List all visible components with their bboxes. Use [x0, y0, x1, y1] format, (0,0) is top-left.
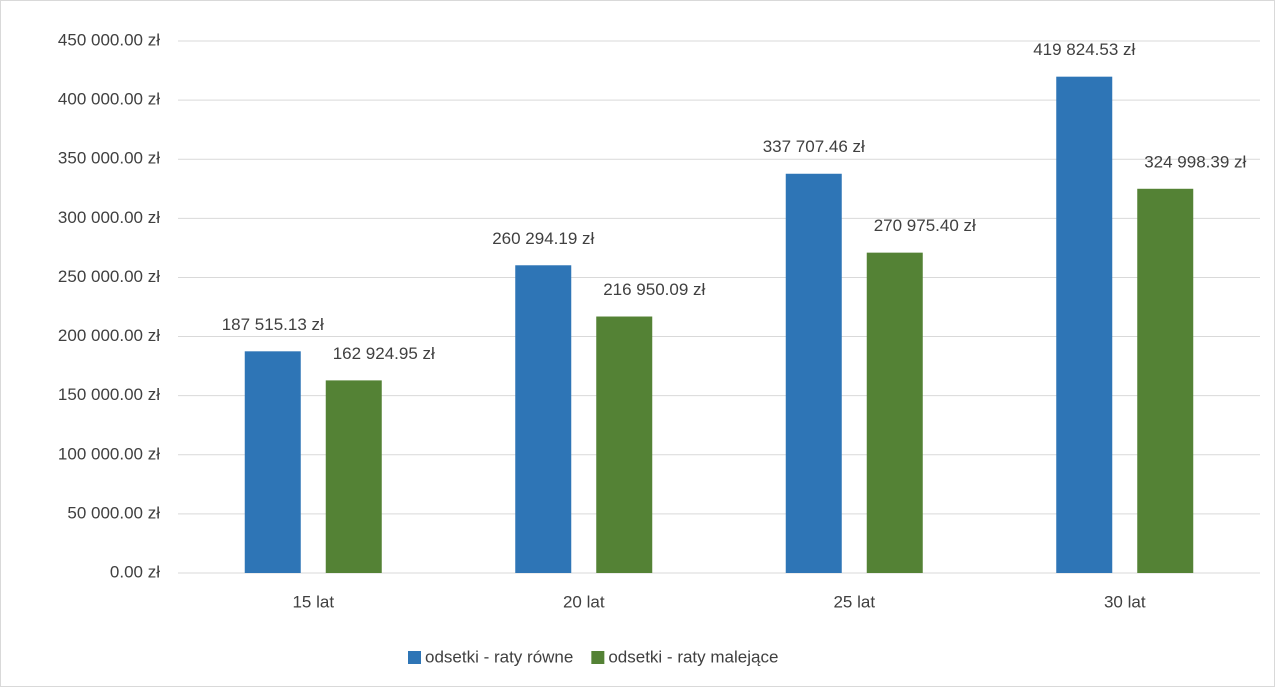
x-tick-label: 20 lat [563, 592, 605, 611]
legend-swatch [591, 651, 605, 664]
y-tick-label: 350 000.00 zł [58, 149, 160, 168]
x-tick-label: 25 lat [833, 592, 875, 611]
value-label: 162 924.95 zł [333, 344, 435, 363]
y-tick-label: 100 000.00 zł [58, 444, 160, 463]
y-tick-label: 50 000.00 zł [67, 503, 160, 522]
bar [325, 380, 382, 573]
bar [244, 351, 301, 573]
bar [1056, 76, 1113, 574]
bar [785, 173, 842, 573]
y-tick-label: 300 000.00 zł [58, 208, 160, 227]
bar [1137, 188, 1194, 574]
bar [866, 252, 923, 574]
value-label: 216 950.09 zł [603, 280, 705, 299]
value-label: 419 824.53 zł [1033, 40, 1135, 59]
value-label: 187 515.13 zł [222, 315, 324, 334]
value-label: 270 975.40 zł [874, 216, 976, 235]
value-label: 260 294.19 zł [492, 229, 594, 248]
legend-swatch [408, 651, 421, 664]
y-tick-label: 150 000.00 zł [58, 385, 160, 404]
legend-label: odsetki - raty malejące [608, 647, 778, 666]
y-tick-label: 0.00 zł [110, 562, 160, 581]
y-tick-label: 250 000.00 zł [58, 267, 160, 286]
value-label: 324 998.39 zł [1144, 152, 1246, 171]
legend-label: odsetki - raty równe [425, 647, 573, 666]
x-tick-label: 15 lat [292, 592, 334, 611]
bar [515, 265, 572, 573]
y-tick-label: 450 000.00 zł [58, 30, 160, 49]
x-tick-label: 30 lat [1104, 592, 1146, 611]
value-label: 337 707.46 zł [763, 137, 865, 156]
bar [596, 316, 653, 573]
y-tick-label: 200 000.00 zł [58, 326, 160, 345]
y-tick-label: 400 000.00 zł [58, 90, 160, 109]
